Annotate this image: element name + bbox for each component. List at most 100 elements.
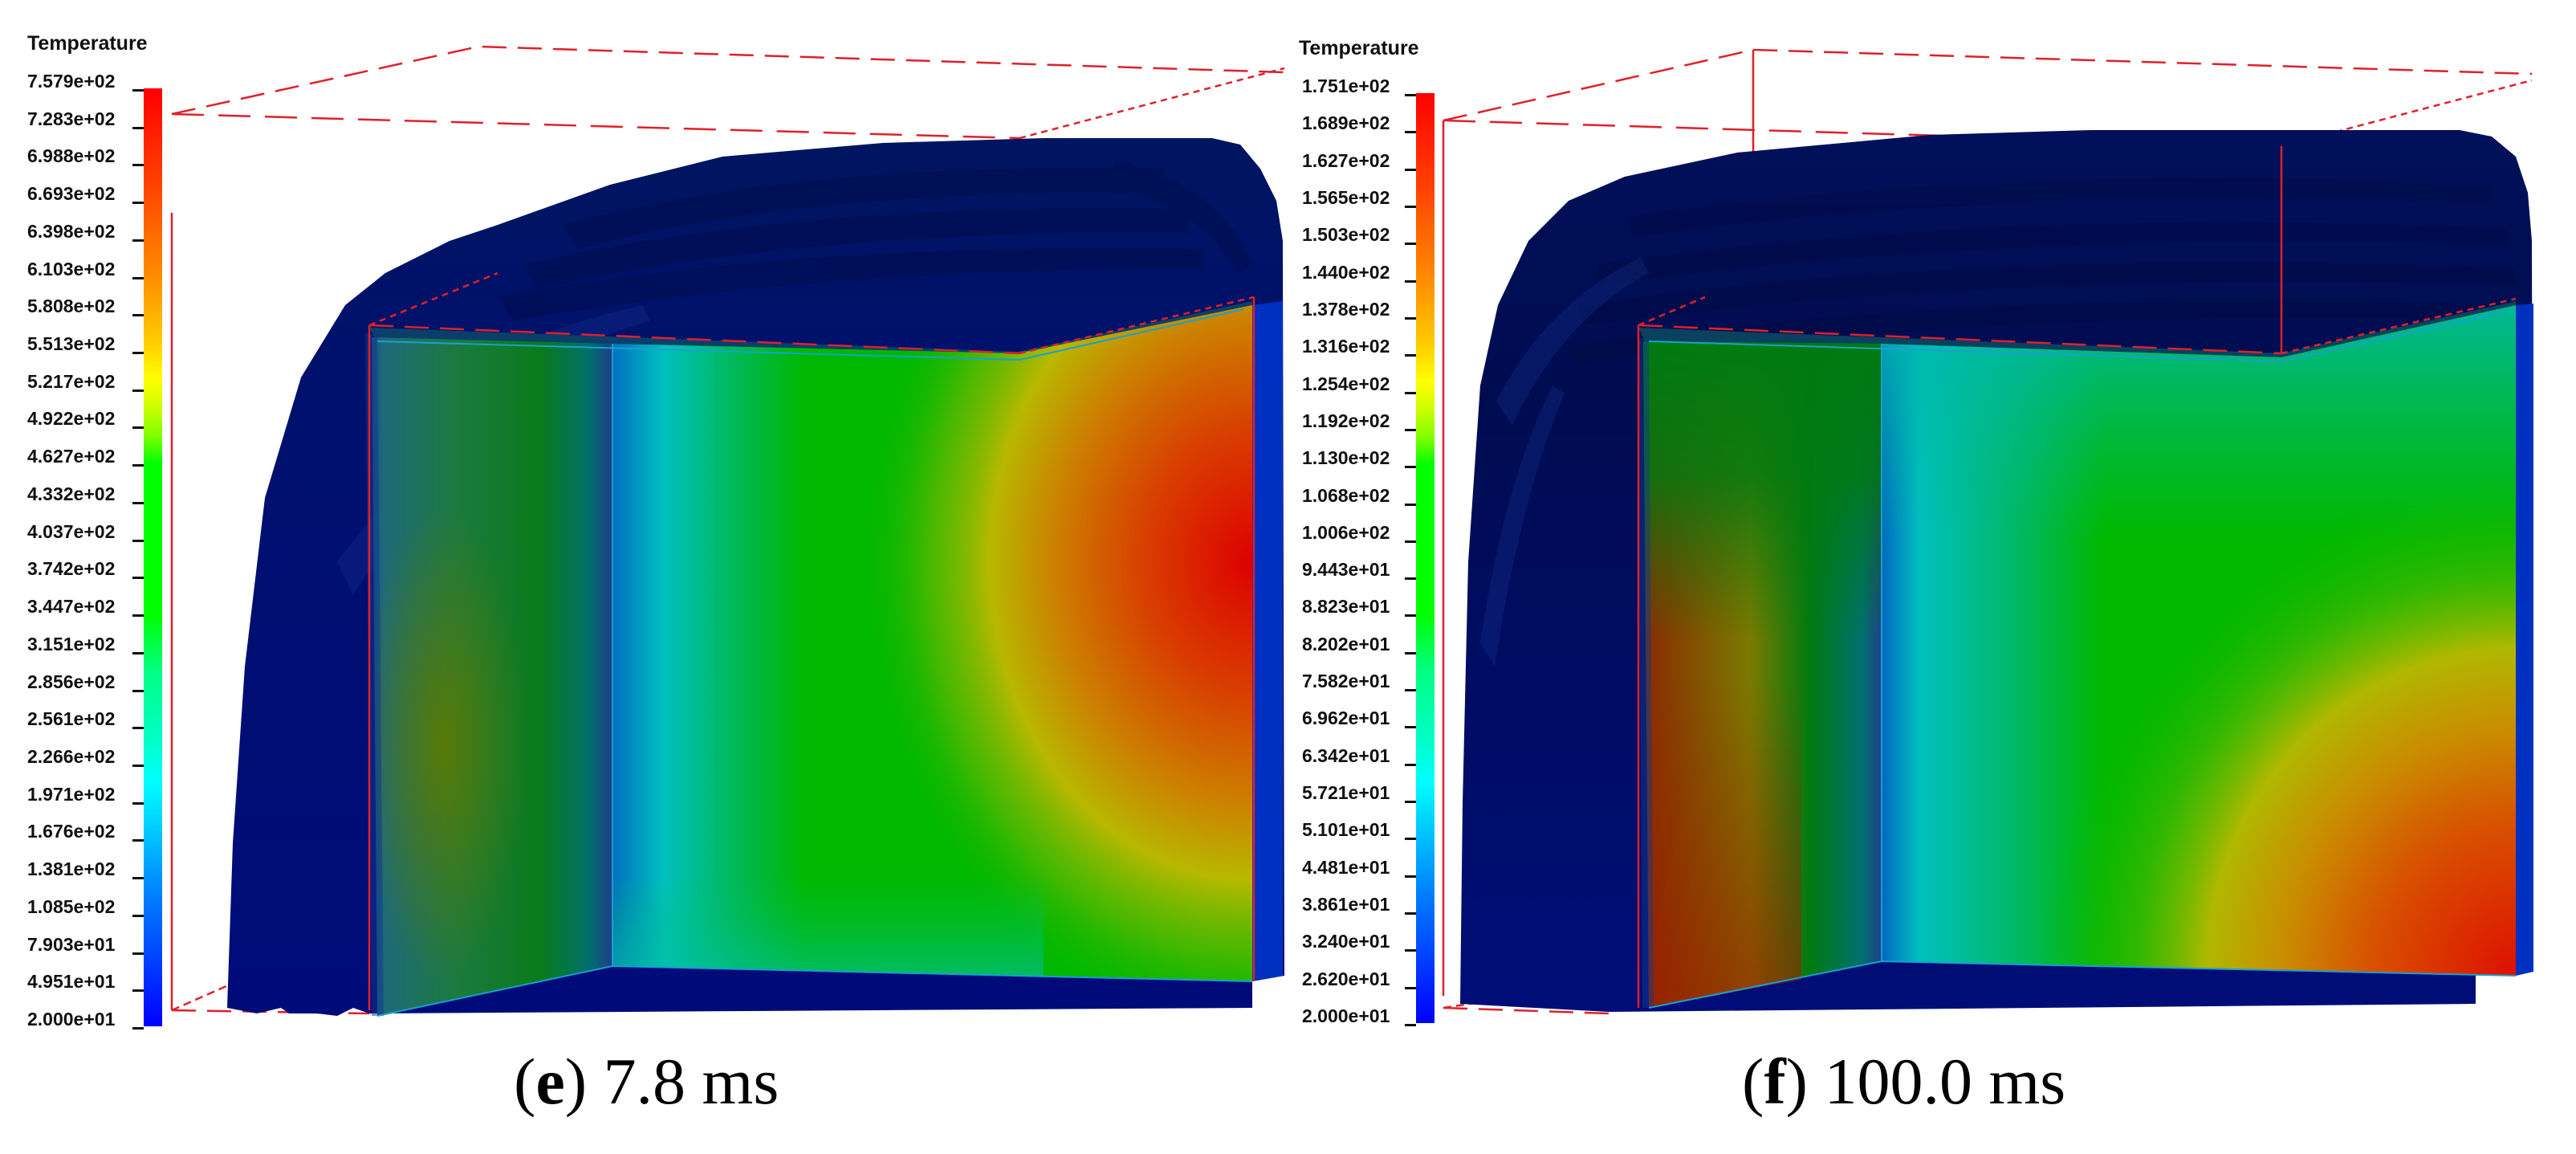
legend-tick <box>132 689 144 692</box>
legend-tick <box>132 651 144 654</box>
legend-tick-label: 5.721e+01 <box>1302 782 1390 804</box>
legend-tick <box>1405 949 1416 952</box>
panel-e: Temperature 7.579e+02 7.283e+02 6.988e+02 6… <box>0 0 1288 1118</box>
legend-tick <box>132 952 144 955</box>
legend-tick-label: 5.101e+01 <box>1302 819 1390 841</box>
legend-tick-label: 2.266e+02 <box>27 745 116 767</box>
legend-tick <box>1405 614 1416 618</box>
legend-tick-label: 1.254e+02 <box>1302 373 1390 394</box>
legend-tick-label: 4.922e+02 <box>27 408 116 430</box>
color-scale-bar <box>144 88 162 1026</box>
legend-tick <box>1405 466 1416 469</box>
legend-tick-label: 4.481e+01 <box>1302 856 1390 878</box>
legend-tick <box>1405 503 1416 506</box>
inner-box-lines <box>368 271 1255 1010</box>
legend-tick <box>1405 94 1416 96</box>
legend-tick-label: 4.951e+01 <box>27 971 116 993</box>
legend-tick <box>132 914 144 917</box>
legend-tick <box>1405 131 1416 134</box>
legend-tick-label: 9.443e+01 <box>1302 559 1390 581</box>
legend-tick <box>132 501 144 504</box>
legend-tick <box>132 352 144 355</box>
legend-tick <box>1405 838 1416 841</box>
legend-tick <box>132 314 144 317</box>
legend-tick <box>1405 168 1416 171</box>
legend-tick <box>132 239 144 242</box>
legend-tick-label: 5.808e+02 <box>27 296 116 317</box>
legend-title: Temperature <box>27 32 148 55</box>
legend-tick <box>1405 316 1416 320</box>
legend-tick <box>1405 391 1416 394</box>
legend-tick <box>132 426 144 430</box>
legend-tick-label: 1.676e+02 <box>27 821 116 842</box>
legend-tick-label: 6.342e+01 <box>1302 744 1390 766</box>
legend-tick <box>1405 801 1416 804</box>
legend-tick <box>1405 726 1416 729</box>
legend-tick-label: 3.240e+01 <box>1302 931 1390 952</box>
legend-tick-label: 8.823e+01 <box>1302 596 1390 618</box>
legend-tick-label: 8.202e+01 <box>1302 633 1390 654</box>
legend-tick-label: 6.103e+02 <box>27 258 116 279</box>
legend-tick-label: 7.903e+01 <box>27 933 116 955</box>
legend-tick <box>132 577 144 580</box>
legend-tick <box>1405 689 1416 692</box>
legend-tick-label: 1.565e+02 <box>1302 186 1390 208</box>
caption-letter: e <box>535 1045 565 1118</box>
caption-time: 7.8 ms <box>587 1045 779 1118</box>
legend-title: Temperature <box>1299 37 1419 59</box>
legend-tick-label: 6.962e+01 <box>1302 707 1390 729</box>
legend-tick-label: 1.971e+02 <box>27 783 116 805</box>
legend-tick <box>132 202 144 205</box>
caption-e: (e) 7.8 ms <box>514 1045 779 1118</box>
caption-time: 100.0 ms <box>1807 1045 2066 1118</box>
legend-tick-label: 1.316e+02 <box>1302 336 1390 357</box>
legend-tick-label: 2.000e+01 <box>27 1009 116 1030</box>
panel-f: Temperature 1.751e+02 1.689e+02 1.627e+02 1… <box>1288 0 2576 1118</box>
legend-tick-label: 2.856e+02 <box>27 671 116 692</box>
legend-tick-label: 2.000e+01 <box>1302 1005 1390 1026</box>
legend-tick-label: 4.627e+02 <box>27 446 116 467</box>
legend-tick-label: 4.037e+02 <box>27 520 116 542</box>
legend-tick-label: 1.006e+02 <box>1302 521 1390 543</box>
legend-tick-label: 1.689e+02 <box>1302 112 1390 134</box>
legend-tick-label: 1.627e+02 <box>1302 149 1390 171</box>
legend-tick <box>1405 912 1416 915</box>
legend-tick-label: 1.503e+02 <box>1302 224 1390 246</box>
legend-tick <box>1405 986 1416 989</box>
legend-tick-label: 1.085e+02 <box>27 895 116 917</box>
legend-tick <box>1405 279 1416 283</box>
legend-tick-label: 7.283e+02 <box>27 108 116 129</box>
legend-tick <box>1405 651 1416 654</box>
caption-f: (f) 100.0 ms <box>1742 1045 2066 1118</box>
legend-tick-label: 6.398e+02 <box>27 220 116 242</box>
legend-tick-label: 7.582e+01 <box>1302 671 1390 692</box>
legend-tick <box>1405 875 1416 878</box>
legend-tick <box>1405 205 1416 208</box>
legend-tick-label: 2.561e+02 <box>27 708 116 730</box>
legend-tick <box>1405 243 1416 246</box>
legend-tick <box>1405 763 1416 766</box>
legend-tick-label: 3.861e+01 <box>1302 894 1390 915</box>
legend-tick-label: 1.751e+02 <box>1302 75 1390 96</box>
legend-tick-label: 1.068e+02 <box>1302 484 1390 506</box>
legend-tick-label: 1.130e+02 <box>1302 447 1390 469</box>
legend-tick <box>132 801 144 805</box>
legend-tick <box>132 989 144 993</box>
legend-tick-label: 6.693e+02 <box>27 183 116 205</box>
legend-tick <box>1405 428 1416 431</box>
legend-tick <box>132 276 144 279</box>
legend-tick-label: 1.440e+02 <box>1302 261 1390 283</box>
legend-tick-label: 6.988e+02 <box>27 145 116 167</box>
legend-tick <box>132 1027 144 1030</box>
legend-tick <box>1405 540 1416 543</box>
inner-box-lines <box>1637 146 2517 1008</box>
legend-tick <box>1405 354 1416 357</box>
legend-tick-label: 5.217e+02 <box>27 370 116 392</box>
legend-tick <box>132 614 144 618</box>
legend-tick-label: 2.620e+01 <box>1302 968 1390 989</box>
legend-tick <box>132 877 144 880</box>
color-scale-bar <box>1416 93 1435 1023</box>
legend-tick-label: 3.742e+02 <box>27 558 116 580</box>
legend-tick-label: 1.381e+02 <box>27 858 116 880</box>
legend-tick-label: 1.192e+02 <box>1302 410 1390 431</box>
